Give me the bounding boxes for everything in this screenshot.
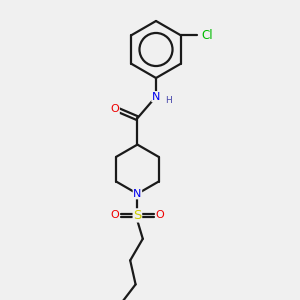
Text: N: N — [152, 92, 160, 102]
Text: S: S — [133, 209, 142, 222]
Text: O: O — [110, 210, 119, 220]
Text: H: H — [165, 96, 172, 105]
Text: O: O — [156, 210, 165, 220]
Text: O: O — [110, 103, 119, 114]
Text: Cl: Cl — [201, 29, 213, 42]
Text: N: N — [133, 189, 142, 199]
